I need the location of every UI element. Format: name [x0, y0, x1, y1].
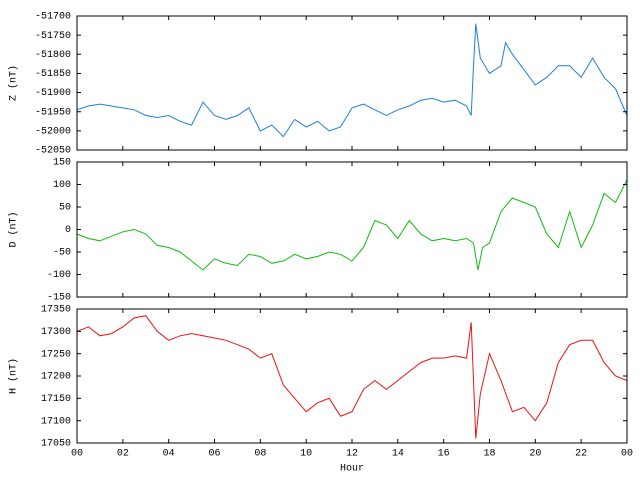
- y-tick-label: -51800: [35, 50, 71, 61]
- y-axis-label: D (nT): [8, 211, 20, 247]
- x-tick-label: 08: [254, 449, 266, 460]
- data-line: [76, 315, 628, 439]
- y-tick-label: 17100: [41, 416, 71, 427]
- plot-frame: [76, 15, 628, 151]
- x-tick-label: 16: [438, 449, 450, 460]
- y-tick-label: -100: [47, 270, 71, 281]
- data-line: [76, 179, 628, 271]
- plot-frame: [76, 308, 628, 444]
- y-tick-label: -51850: [35, 69, 71, 80]
- y-axis-label: H (nT): [8, 358, 20, 394]
- x-tick-label: 14: [392, 449, 404, 460]
- y-tick-label: 150: [53, 158, 71, 169]
- y-tick-label: -50: [53, 248, 71, 259]
- data-line: [76, 23, 628, 138]
- y-tick-label: 17050: [41, 439, 71, 450]
- y-tick-label: -51700: [35, 12, 71, 23]
- y-tick-label: -52000: [35, 126, 71, 137]
- y-tick-label: -51750: [35, 31, 71, 42]
- x-tick-label: 18: [483, 449, 495, 460]
- y-tick-label: 17200: [41, 372, 71, 383]
- y-tick-label: -51950: [35, 107, 71, 118]
- x-tick-label: 10: [300, 449, 312, 460]
- x-tick-label: 00: [71, 449, 83, 460]
- y-tick-label: -52050: [35, 146, 71, 157]
- x-tick-label: 00: [621, 449, 633, 460]
- x-tick-label: 22: [575, 449, 587, 460]
- y-tick-label: 50: [59, 203, 71, 214]
- x-tick-label: 12: [346, 449, 358, 460]
- x-tick-label: 04: [163, 449, 175, 460]
- x-tick-label: 20: [529, 449, 541, 460]
- y-tick-label: 17150: [41, 394, 71, 405]
- y-axis-label: Z (nT): [8, 65, 20, 101]
- x-tick-label: 02: [117, 449, 129, 460]
- y-tick-label: 17250: [41, 349, 71, 360]
- y-tick-label: 17300: [41, 327, 71, 338]
- y-tick-label: -150: [47, 293, 71, 304]
- x-axis-label: Hour: [340, 464, 364, 475]
- x-tick-label: 06: [208, 449, 220, 460]
- y-tick-label: 100: [53, 180, 71, 191]
- y-tick-label: -51900: [35, 88, 71, 99]
- y-tick-label: 0: [65, 225, 71, 236]
- y-tick-label: 17350: [41, 305, 71, 316]
